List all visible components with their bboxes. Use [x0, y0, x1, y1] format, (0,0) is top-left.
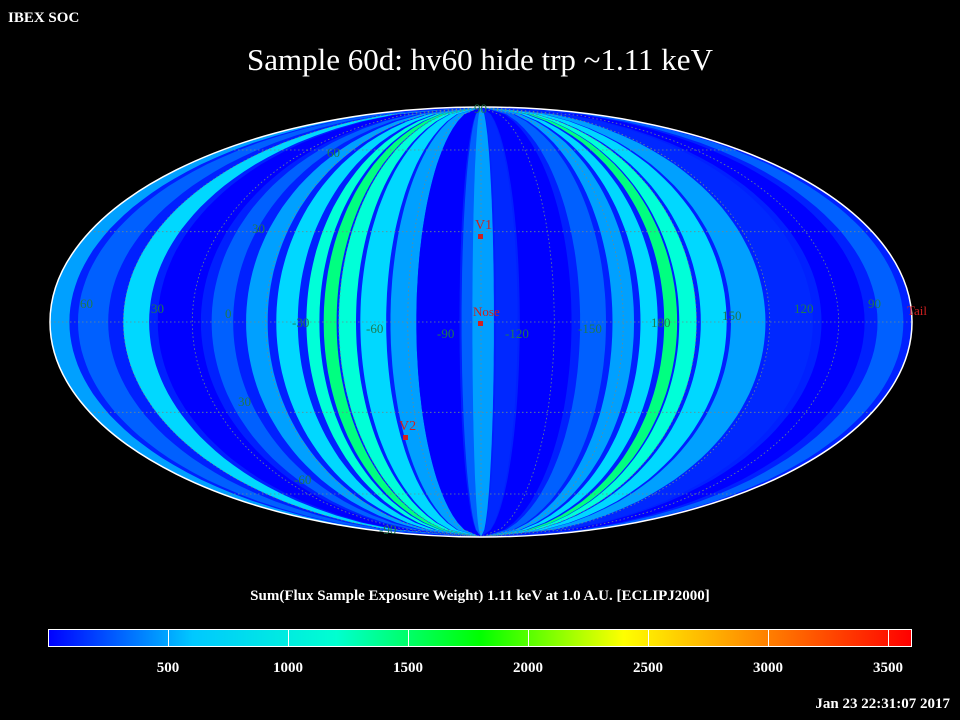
graticule-meridian — [407, 107, 482, 537]
graticule-meridian — [480, 107, 840, 537]
graticule-meridian — [480, 107, 624, 537]
graticule-meridian — [480, 107, 555, 537]
colorbar-tick-label: 1500 — [393, 660, 423, 676]
graticule-meridian — [480, 107, 697, 537]
map-band — [481, 107, 606, 537]
colorbar-tick-label: 500 — [156, 660, 180, 676]
marker-dot-v1 — [478, 234, 483, 239]
map-band — [390, 107, 481, 537]
lon-label: 30 — [151, 301, 164, 316]
lon-label: 150 — [722, 308, 742, 323]
marker-label-v1: V1 — [475, 218, 492, 233]
lat-label-m90: -90 — [379, 522, 396, 537]
lon-label: -60 — [366, 321, 383, 336]
lon-label: 120 — [794, 301, 814, 316]
map-title: Sample 60d: hv60 hide trp ~1.11 keV — [247, 42, 713, 77]
lat-label-30: 30 — [252, 221, 265, 236]
colorbar-tick-label: 1000 — [273, 660, 303, 676]
lon-label: 180 — [651, 315, 671, 330]
colorbar-tick-label: 3000 — [753, 660, 783, 676]
lon-label: -30 — [292, 315, 309, 330]
lon-label: 90 — [868, 296, 881, 311]
colorbar-tick-label: 2000 — [513, 660, 543, 676]
marker-label-v2: V2 — [399, 419, 416, 434]
colorbar-tick — [168, 629, 169, 647]
map-band — [481, 107, 634, 537]
colorbar-tick — [648, 629, 649, 647]
corner-label: IBEX SOC — [8, 10, 80, 26]
lon-label: -90 — [437, 326, 454, 341]
marker-label-nose: Nose — [473, 304, 500, 319]
marker-dot-nose — [478, 321, 483, 326]
graticule — [50, 107, 912, 537]
marker-label-tail: Tail — [907, 303, 927, 318]
map-outline — [49, 106, 913, 538]
colorbar-tick — [888, 629, 889, 647]
lon-label: -120 — [505, 326, 529, 341]
lat-label-m30: 30 — [238, 394, 251, 409]
graticule-meridian — [122, 107, 482, 537]
colorbar-tick-label: 2500 — [633, 660, 663, 676]
timestamp: Jan 23 22:31:07 2017 — [815, 696, 950, 712]
colorbar-tick — [408, 629, 409, 647]
graticule-meridian — [338, 107, 482, 537]
lon-label: -150 — [578, 321, 602, 336]
colorbar — [48, 629, 912, 647]
marker-dot-v2 — [403, 435, 408, 440]
map-band — [416, 107, 481, 537]
colorbar-tick-label: 3500 — [873, 660, 903, 676]
graticule-meridian — [191, 107, 482, 537]
colorbar-tick — [768, 629, 769, 647]
lat-label-m60: -60 — [294, 472, 311, 487]
lat-label-0: 0 — [225, 306, 232, 321]
graticule-meridian — [480, 107, 771, 537]
lat-label-90: 90 — [474, 101, 487, 116]
colorbar-title: Sum(Flux Sample Exposure Weight) 1.11 ke… — [250, 588, 710, 604]
lat-label-60: 60 — [327, 145, 340, 160]
lon-label: 60 — [80, 296, 93, 311]
colorbar-tick — [528, 629, 529, 647]
map-band — [360, 107, 481, 537]
graticule-meridian — [265, 107, 482, 537]
colorbar-tick — [288, 629, 289, 647]
